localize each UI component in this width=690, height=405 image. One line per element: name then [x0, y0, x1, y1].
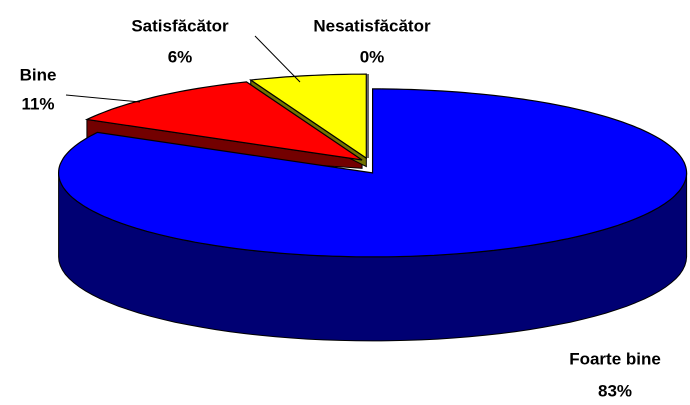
leader-line — [65, 94, 141, 103]
slice-label: Foarte bine — [569, 349, 661, 368]
slice — [248, 73, 367, 160]
slice-value-label: 0% — [360, 47, 385, 66]
leader-line — [254, 35, 301, 83]
slice — [84, 81, 363, 161]
slice-value-label: 6% — [168, 47, 193, 66]
slice-label: Nesatisfăcător — [313, 16, 431, 35]
slice — [58, 88, 688, 258]
slice-label: Bine — [20, 65, 57, 84]
slice-label: Satisfăcător — [131, 16, 229, 35]
slice-value-label: 83% — [598, 381, 632, 400]
slice-value-label: 11% — [21, 94, 54, 113]
